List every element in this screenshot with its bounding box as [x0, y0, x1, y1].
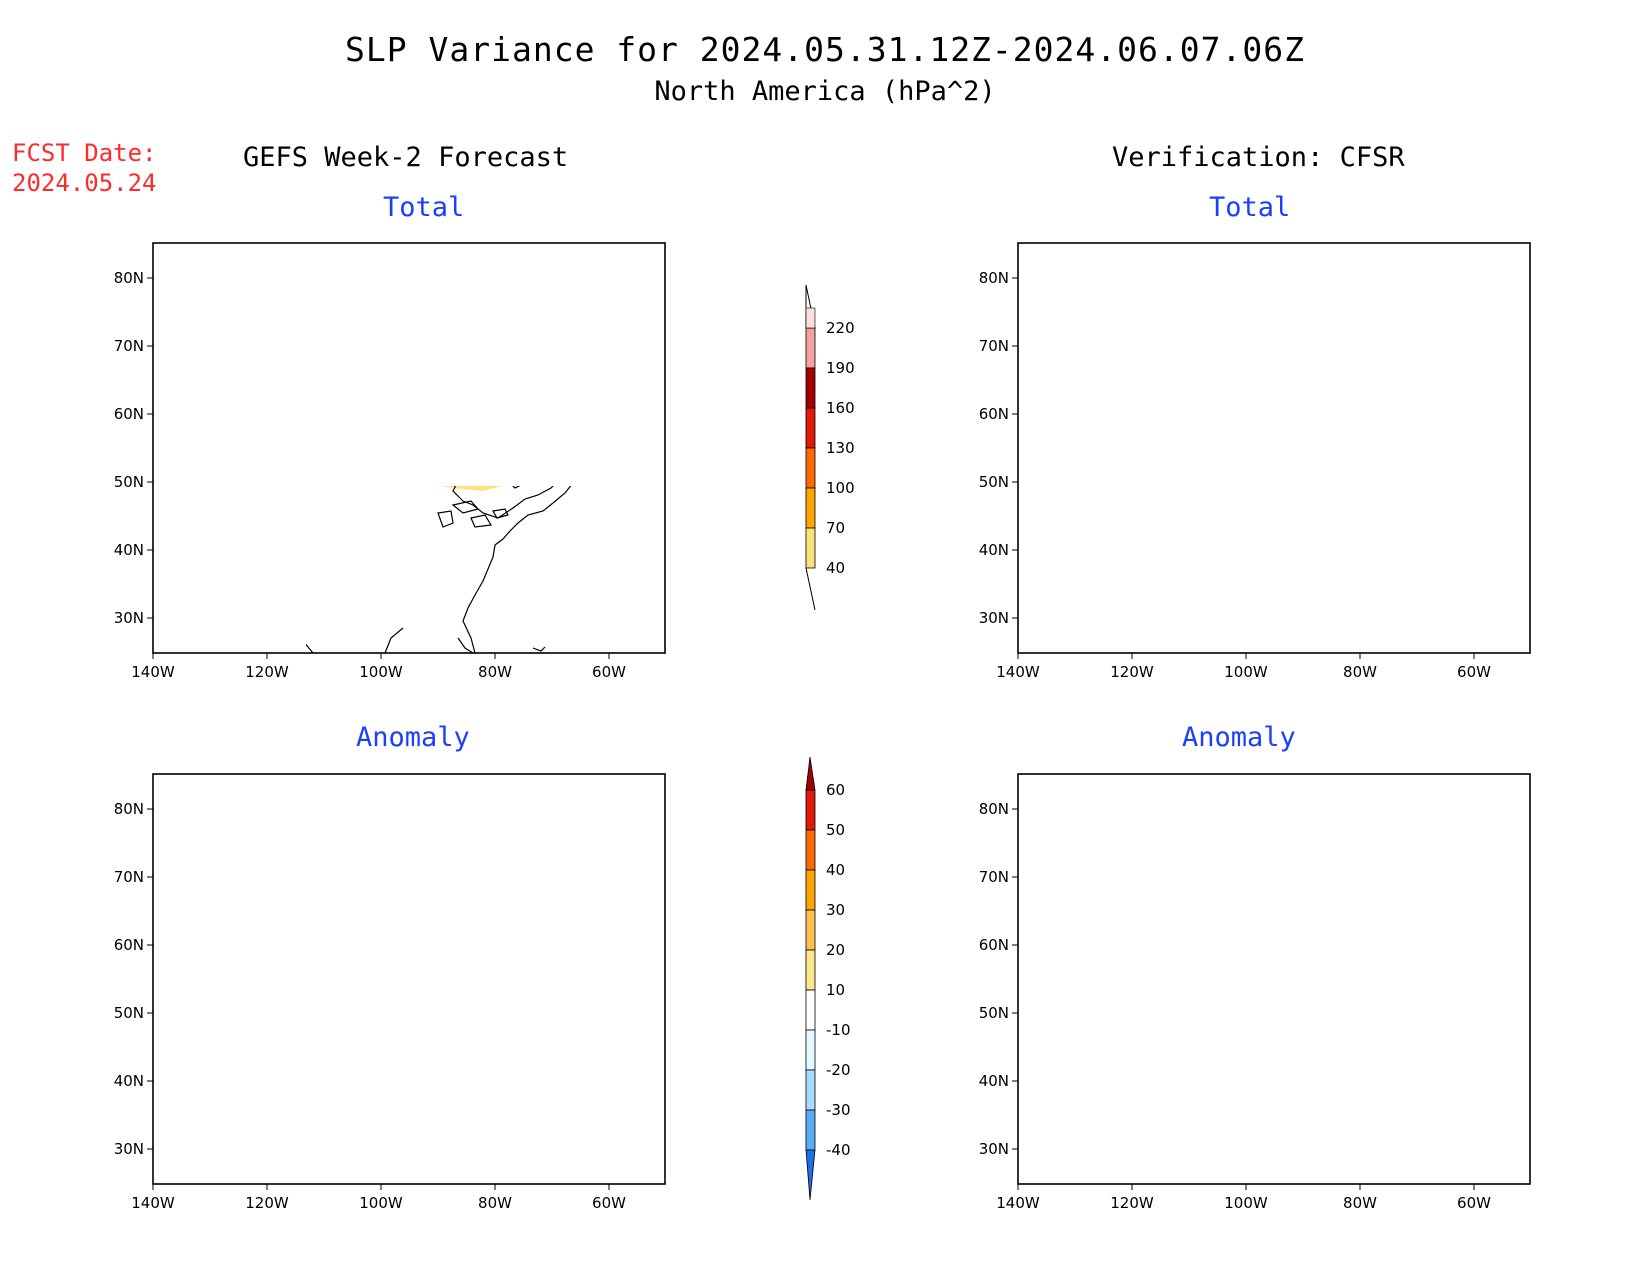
- lat-label-forecast-anomaly: 40N: [114, 1072, 144, 1090]
- colorbar-anomaly-label: 40: [826, 861, 845, 879]
- colorbar-total-label: 190: [826, 359, 855, 377]
- lon-label-verification-total: 60W: [1457, 663, 1491, 681]
- subtitle: North America (hPa^2): [654, 76, 996, 107]
- lon-label-forecast-total: 60W: [592, 663, 626, 681]
- lat-label-forecast-total: 30N: [114, 609, 144, 627]
- colorbar-total-label: 130: [826, 439, 855, 457]
- lon-label-verification-anomaly: 120W: [1110, 1194, 1154, 1212]
- lat-label-verification-anomaly: 80N: [979, 800, 1009, 818]
- lat-label-verification-anomaly: 30N: [979, 1140, 1009, 1158]
- lat-label-forecast-anomaly: 60N: [114, 936, 144, 954]
- lon-label-verification-anomaly: 60W: [1457, 1194, 1491, 1212]
- lat-label-forecast-anomaly: 80N: [114, 800, 144, 818]
- map-verification-anomaly: [1017, 773, 1531, 1185]
- lon-label-verification-total: 120W: [1110, 663, 1154, 681]
- colorbar-anomaly-label: 60: [826, 781, 845, 799]
- lon-label-forecast-total: 80W: [478, 663, 512, 681]
- column-title-forecast: GEFS Week-2 Forecast: [243, 142, 569, 173]
- colorbar-anomaly: 60 50 40 30 20 10 -10 -20 -30 -40: [805, 756, 851, 1201]
- lon-label-forecast-anomaly: 140W: [131, 1194, 175, 1212]
- panel-title-verification-anomaly: Anomaly: [1182, 722, 1296, 753]
- colorbar-total-label: 70: [826, 519, 845, 537]
- fcst-date-value: 2024.05.24: [12, 169, 157, 197]
- lat-label-verification-anomaly: 50N: [979, 1004, 1009, 1022]
- colorbar-anomaly-label: -10: [826, 1021, 851, 1039]
- lat-label-verification-total: 60N: [979, 405, 1009, 423]
- lat-label-verification-anomaly: 70N: [979, 868, 1009, 886]
- colorbar-anomaly-label: 50: [826, 821, 845, 839]
- colorbar-anomaly-label: -20: [826, 1061, 851, 1079]
- axes: 80N 70N 60N 50N 40N 30N 140W 120W 100W 80W 60W 80N 7…: [114, 269, 1491, 1212]
- frame-verification-anomaly: [1017, 773, 1531, 1185]
- colorbar-anomaly-label: 20: [826, 941, 845, 959]
- colorbar-anomaly-label: 10: [826, 981, 845, 999]
- lat-label-verification-total: 80N: [979, 269, 1009, 287]
- map-verification-total: [1017, 242, 1531, 654]
- colorbar-total-label: 220: [826, 319, 855, 337]
- lat-label-verification-anomaly: 40N: [979, 1072, 1009, 1090]
- main-title: SLP Variance for 2024.05.31.12Z-2024.06.…: [345, 30, 1305, 69]
- lon-label-forecast-total: 100W: [359, 663, 403, 681]
- panel-title-forecast-total: Total: [383, 192, 465, 223]
- map-forecast-total: [152, 242, 666, 654]
- panel-title-verification-total: Total: [1209, 192, 1291, 223]
- lat-label-forecast-anomaly: 70N: [114, 868, 144, 886]
- frame-forecast-anomaly: [152, 773, 666, 1185]
- lon-label-forecast-total: 140W: [131, 663, 175, 681]
- frame-forecast-total: [152, 242, 666, 654]
- lon-label-verification-total: 80W: [1343, 663, 1377, 681]
- column-title-verification: Verification: CFSR: [1112, 142, 1405, 173]
- colorbar-total: 40 70 100 130 160 190 220: [805, 284, 855, 611]
- lat-label-forecast-anomaly: 50N: [114, 1004, 144, 1022]
- lon-label-forecast-anomaly: 120W: [245, 1194, 289, 1212]
- lon-label-verification-anomaly: 80W: [1343, 1194, 1377, 1212]
- lat-label-forecast-anomaly: 30N: [114, 1140, 144, 1158]
- colorbar-total-label: 160: [826, 399, 855, 417]
- map-forecast-anomaly: [152, 773, 666, 1185]
- colorbar-total-label: 100: [826, 479, 855, 497]
- lon-label-forecast-anomaly: 60W: [592, 1194, 626, 1212]
- lat-label-forecast-total: 80N: [114, 269, 144, 287]
- lon-label-verification-anomaly: 100W: [1224, 1194, 1268, 1212]
- fcst-date-label: FCST Date:: [12, 139, 157, 167]
- lon-label-verification-total: 100W: [1224, 663, 1268, 681]
- frame-verification-total: [1017, 242, 1531, 654]
- lat-label-verification-total: 40N: [979, 541, 1009, 559]
- lon-label-forecast-total: 120W: [245, 663, 289, 681]
- lat-label-forecast-total: 60N: [114, 405, 144, 423]
- lon-label-verification-total: 140W: [996, 663, 1040, 681]
- lon-label-forecast-anomaly: 100W: [359, 1194, 403, 1212]
- lat-label-verification-anomaly: 60N: [979, 936, 1009, 954]
- colorbar-anomaly-label: 30: [826, 901, 845, 919]
- lat-label-verification-total: 30N: [979, 609, 1009, 627]
- lat-label-forecast-total: 40N: [114, 541, 144, 559]
- lon-label-forecast-anomaly: 80W: [478, 1194, 512, 1212]
- lat-label-verification-total: 70N: [979, 337, 1009, 355]
- colorbar-total-label: 40: [826, 559, 845, 577]
- colorbar-anomaly-label: -30: [826, 1101, 851, 1119]
- lat-label-verification-total: 50N: [979, 473, 1009, 491]
- panel-title-forecast-anomaly: Anomaly: [356, 722, 470, 753]
- lat-label-forecast-total: 50N: [114, 473, 144, 491]
- lon-label-verification-anomaly: 140W: [996, 1194, 1040, 1212]
- lat-label-forecast-total: 70N: [114, 337, 144, 355]
- colorbar-anomaly-label: -40: [826, 1141, 851, 1159]
